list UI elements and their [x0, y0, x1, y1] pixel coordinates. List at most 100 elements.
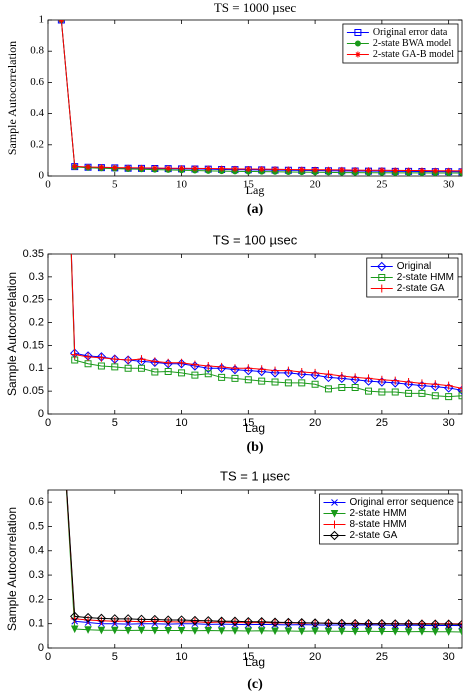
marker	[338, 383, 346, 391]
x-tick-label: 0	[45, 179, 51, 191]
marker	[136, 614, 147, 625]
marker	[230, 364, 239, 373]
x-tick-label: 30	[443, 651, 455, 663]
plot	[70, 254, 462, 401]
marker	[176, 615, 187, 625]
marker	[203, 363, 213, 373]
marker	[297, 367, 306, 376]
marker	[270, 368, 280, 378]
x-tick-label: 15	[242, 651, 254, 663]
y-tick-label: 0.35	[23, 248, 44, 260]
marker	[123, 614, 133, 624]
marker	[258, 166, 265, 173]
legend-label: 2-state HMM	[350, 508, 407, 519]
marker	[137, 626, 146, 635]
marker	[244, 364, 253, 373]
marker	[350, 618, 360, 629]
marker	[363, 618, 374, 629]
marker	[204, 370, 212, 378]
marker	[110, 354, 120, 364]
y-tick-label: 0.4	[29, 545, 44, 557]
marker	[417, 619, 427, 629]
y-tick-label: 0.2	[29, 316, 44, 328]
marker	[85, 163, 92, 170]
marker	[151, 626, 159, 635]
marker	[432, 167, 439, 174]
x-tick-label: 25	[376, 179, 388, 191]
chart-title: TS = 1 µsec	[220, 468, 290, 483]
legend-marker	[331, 499, 338, 506]
marker	[216, 616, 227, 626]
x-axis-label: Lag	[245, 421, 265, 435]
marker	[124, 356, 133, 365]
y-tick-label: 1	[39, 14, 45, 26]
marker	[417, 379, 426, 388]
x-tick-label: 10	[175, 651, 187, 663]
x-tick-label: 30	[443, 179, 455, 191]
plot	[57, 20, 462, 176]
legend-marker	[354, 29, 362, 36]
marker	[283, 617, 294, 628]
marker	[245, 165, 252, 172]
marker	[403, 379, 414, 389]
marker	[231, 374, 239, 382]
marker	[150, 357, 159, 366]
marker	[110, 626, 119, 635]
marker	[204, 362, 213, 370]
marker	[258, 377, 266, 385]
marker	[337, 373, 347, 384]
y-axis-label: Sample Autocorrelation	[5, 507, 19, 631]
marker	[403, 619, 414, 629]
panel: TS = 100 µsec Lag (b) Sample Autocorrelatio…	[5, 232, 463, 455]
marker	[272, 166, 279, 173]
marker	[218, 373, 226, 381]
marker	[443, 619, 454, 629]
marker	[271, 366, 280, 375]
marker	[365, 387, 373, 395]
marker	[377, 375, 386, 384]
x-tick-label: 5	[112, 179, 118, 191]
marker	[177, 626, 186, 635]
marker	[271, 166, 279, 174]
marker	[390, 378, 400, 388]
marker	[324, 370, 333, 379]
marker	[363, 376, 374, 386]
legend-marker	[377, 284, 386, 293]
x-tick-label: 10	[175, 417, 187, 429]
marker	[284, 627, 293, 636]
marker	[84, 163, 92, 171]
marker	[203, 616, 213, 626]
y-tick-label: 0.3	[29, 569, 44, 581]
marker	[231, 166, 239, 174]
x-tick-label: 15	[242, 417, 254, 429]
x-tick-label: 25	[376, 417, 388, 429]
chart-title: TS = 1000 µsec	[214, 0, 297, 15]
marker	[57, 20, 65, 24]
marker	[271, 627, 279, 636]
x-axis-label: Lag	[245, 655, 265, 669]
marker	[256, 366, 267, 377]
marker	[457, 619, 462, 630]
y-tick-label: 0	[38, 408, 44, 420]
marker	[84, 360, 92, 368]
marker	[98, 164, 105, 171]
x-tick-label: 20	[309, 651, 321, 663]
x-tick-label: 0	[45, 651, 51, 663]
marker	[110, 614, 120, 624]
marker	[164, 358, 173, 367]
marker	[257, 365, 266, 374]
plot	[65, 490, 462, 637]
marker	[458, 384, 462, 393]
y-tick-label: 0	[39, 170, 45, 182]
y-tick-label: 0.5	[29, 520, 44, 532]
marker	[351, 167, 359, 175]
legend-marker	[377, 261, 387, 272]
x-tick-label: 0	[45, 417, 51, 429]
marker	[84, 626, 92, 634]
marker	[378, 627, 386, 636]
marker	[324, 385, 332, 393]
marker	[125, 164, 132, 171]
marker	[378, 167, 385, 174]
marker	[338, 166, 345, 173]
